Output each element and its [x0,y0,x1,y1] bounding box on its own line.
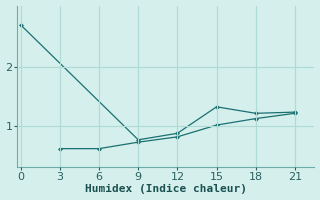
X-axis label: Humidex (Indice chaleur): Humidex (Indice chaleur) [85,184,247,194]
